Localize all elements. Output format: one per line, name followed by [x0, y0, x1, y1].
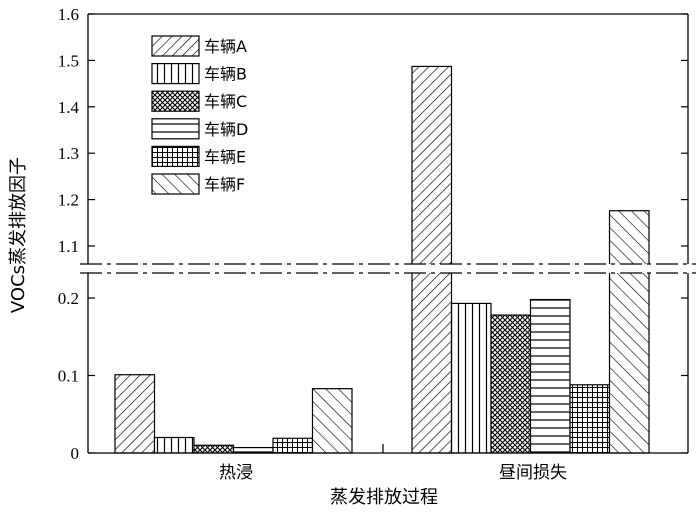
legend-swatch-1	[151, 62, 200, 85]
y-tick-label-upper-1: 1.5	[58, 51, 79, 70]
legend-label-5: 车辆F	[204, 175, 245, 194]
bar-diag-right-0	[114, 374, 156, 454]
bar-horizontal-1	[529, 298, 571, 454]
bar-grid-0	[272, 437, 314, 454]
legend-swatch-2	[151, 90, 200, 112]
y-tick-label-upper-3: 1.3	[58, 144, 79, 163]
bar-crosshatch-1	[490, 314, 532, 454]
legend-label-1: 车辆B	[204, 65, 247, 84]
x-axis-ticks: 热浸 昼间损失	[219, 444, 567, 483]
bars-layer	[114, 65, 650, 454]
bar-diag-left-1	[608, 210, 650, 454]
bar-diag-left-0	[311, 388, 353, 454]
y-tick-label-upper-4: 1.2	[58, 191, 79, 210]
legend-swatch-5	[151, 173, 200, 195]
x-axis-title: 蒸发排放过程	[330, 487, 438, 508]
legend-swatch-3	[151, 118, 200, 140]
y-tick-label-lower-0: 0.2	[58, 289, 79, 308]
y-tick-label-lower-2: 0	[71, 444, 80, 463]
bar-grid-1	[569, 384, 611, 454]
legend-label-2: 车辆C	[204, 92, 247, 111]
bar-diag-right-1	[411, 65, 453, 454]
plot-frame	[87, 13, 689, 454]
legend-label-3: 车辆D	[204, 120, 248, 139]
bar-crosshatch-0	[193, 444, 235, 454]
bar-vertical-1	[450, 302, 492, 454]
bar-horizontal-0	[232, 446, 274, 454]
x-tick-label-0: 热浸	[219, 463, 253, 483]
legend: 车辆A 车辆B 车辆C 车辆D 车辆E 车辆F	[151, 35, 248, 195]
y-axis-title: VOCs蒸发排放因子	[8, 157, 29, 313]
y-tick-label-lower-1: 0.1	[58, 367, 79, 386]
y-tick-label-upper-5: 1.1	[58, 237, 79, 256]
y-tick-label-upper-2: 1.4	[58, 98, 80, 117]
x-tick-label-1: 昼间损失	[499, 463, 567, 483]
legend-swatch-0	[151, 35, 200, 57]
legend-label-0: 车辆A	[204, 37, 247, 56]
y-tick-label-upper-0: 1.6	[58, 5, 79, 24]
axis-break	[80, 263, 696, 274]
legend-label-4: 车辆E	[204, 147, 246, 166]
legend-swatch-4	[151, 145, 200, 167]
axis-break-gap	[80, 264, 696, 273]
y-axis-ticks: 1.6 1.5 1.4 1.3 1.2 1.1 0.2 0.1 0	[58, 5, 688, 463]
bar-vertical-0	[153, 436, 195, 454]
